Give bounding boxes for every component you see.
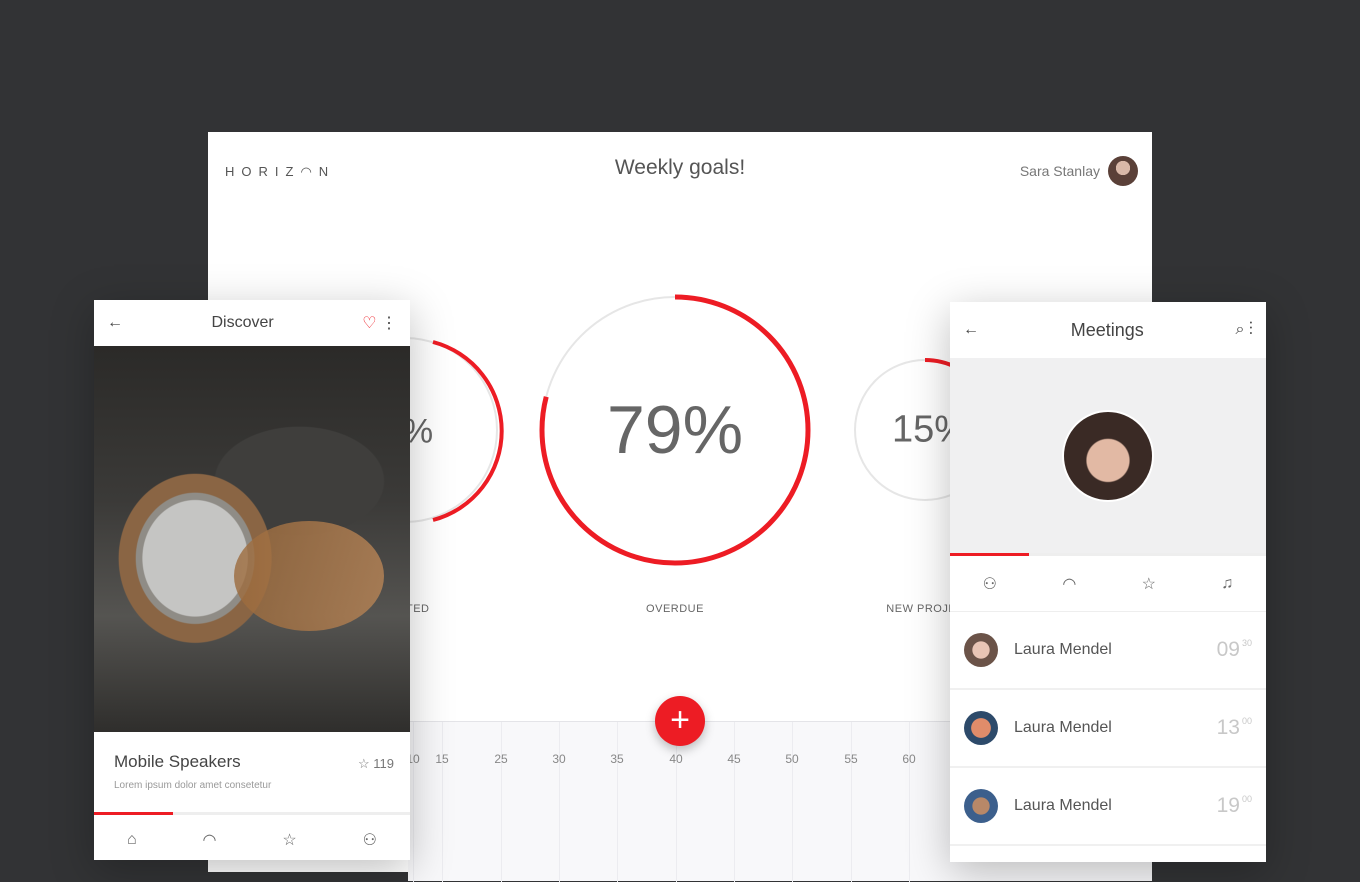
card-subtitle: Lorem ipsum dolor amet consetetur: [114, 780, 272, 791]
heart-icon[interactable]: ♡: [362, 315, 377, 332]
timeline-tick: 15: [435, 722, 449, 882]
list-item[interactable]: Laura Mendel 19 00: [950, 768, 1266, 846]
gauge-icon[interactable]: ◠: [202, 832, 217, 849]
timeline-tick: 10: [406, 722, 420, 882]
product-card[interactable]: Mobile Speakers Lorem ipsum dolor amet c…: [94, 732, 410, 812]
avatar: [964, 789, 998, 823]
profile-header: [950, 358, 1266, 553]
timeline-tick: 60: [902, 722, 916, 882]
tab-indicator: [950, 553, 1266, 556]
gauge-icon[interactable]: ◠: [1062, 575, 1077, 593]
gauge-label-overdue: OVERDUE: [646, 603, 704, 615]
avatar: [1108, 156, 1138, 186]
star-icon[interactable]: ☆: [357, 756, 370, 771]
timeline-tick: 45: [727, 722, 741, 882]
timeline-tick: 55: [844, 722, 858, 882]
screen-title: Discover: [211, 314, 274, 331]
bell-icon[interactable]: ♫: [1221, 574, 1234, 592]
list-item[interactable]: Laura Mendel 09 30: [950, 612, 1266, 690]
card-title: Mobile Speakers: [114, 752, 241, 771]
star-icon[interactable]: ☆: [1141, 575, 1156, 593]
back-arrow-icon[interactable]: ←: [107, 314, 123, 331]
page-title: Weekly goals!: [614, 156, 746, 179]
more-icon[interactable]: ⋮: [381, 315, 397, 332]
gauge-value-overdue: 79%: [606, 392, 744, 468]
product-image[interactable]: [94, 346, 410, 732]
more-icon[interactable]: ⋮: [1248, 321, 1253, 338]
progress-bar: [94, 812, 410, 815]
gauge-arc-overdue: [539, 294, 811, 566]
timeline-tick: 35: [610, 722, 624, 882]
timeline-tick: 40: [669, 722, 683, 882]
avatar: [964, 633, 998, 667]
screen-title: Meetings: [1070, 319, 1144, 340]
meeting-time: 09 30: [1216, 638, 1252, 661]
gauge-arc-completed: [432, 340, 504, 522]
people-icon[interactable]: ⚇: [982, 575, 997, 593]
gauge-arc-new-projects: [853, 358, 997, 502]
meeting-time: 19 00: [1216, 794, 1252, 817]
discover-screen: ← Discover ♡ ⋮ Mobile Speakers Lorem ips…: [94, 300, 410, 860]
avatar: [964, 711, 998, 745]
list-item[interactable]: Laura Mendel 13 00: [950, 690, 1266, 768]
timeline-tick: 50: [785, 722, 799, 882]
timeline-tick: 30: [552, 722, 566, 882]
logo: HORIZ◠N: [225, 164, 336, 179]
back-arrow-icon[interactable]: ←: [963, 321, 979, 338]
add-button[interactable]: +: [655, 696, 705, 746]
profile-photo: [1062, 409, 1154, 502]
star-icon[interactable]: ☆: [282, 832, 297, 849]
rating-count: 119: [373, 756, 394, 771]
user-menu[interactable]: Sara Stanlay: [1020, 156, 1138, 186]
user-icon[interactable]: ⚇: [362, 832, 377, 849]
meetings-screen: ← Meetings ⌕ ⋮ ⚇ ◠ ☆ ♫ Laura Mendel 09 30 …: [950, 302, 1266, 862]
search-icon[interactable]: ⌕: [1235, 321, 1245, 338]
user-name: Sara Stanlay: [1019, 163, 1100, 179]
home-icon[interactable]: ⌂: [126, 831, 137, 848]
timeline-tick: 25: [494, 722, 508, 882]
meeting-time: 13 00: [1216, 716, 1252, 739]
